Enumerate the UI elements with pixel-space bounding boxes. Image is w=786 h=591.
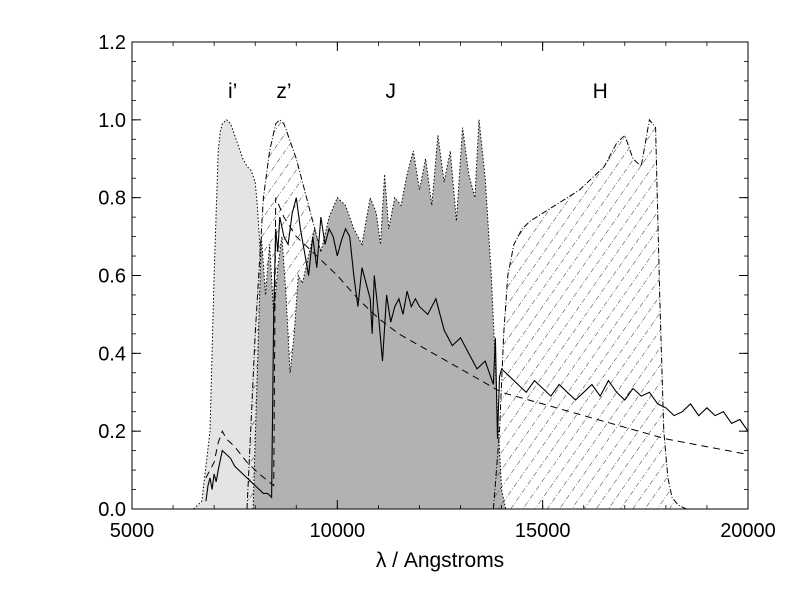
filter-j-outline	[252, 119, 507, 509]
band-label-h: H	[593, 80, 608, 103]
x-tick-label: 15000	[515, 520, 571, 542]
band-labels: i’ z’ J H	[228, 80, 608, 103]
y-tick-label: 0.6	[98, 266, 126, 288]
y-tick-label: 0.8	[98, 188, 126, 210]
y-tick-label: 0.4	[98, 343, 126, 365]
y-tick-label: 1.0	[98, 110, 126, 132]
axis-ticks: 0.0 0.2 0.4 0.6 0.8 1.0 1.2 5000 10000 15000 20000	[98, 32, 776, 542]
filter-h-area	[493, 119, 687, 509]
x-tick-label: 10000	[310, 520, 366, 542]
band-label-z: z’	[276, 80, 291, 103]
spectrum-series	[205, 197, 748, 502]
series-spectrum	[205, 197, 748, 502]
filter-j-area	[253, 119, 506, 509]
filter-h-outline	[492, 118, 687, 509]
x-axis-title: λ / Angstroms	[376, 549, 504, 572]
y-tick-label: 0.0	[98, 499, 126, 521]
y-tick-label: 0.2	[98, 421, 126, 443]
band-label-i: i’	[228, 80, 237, 103]
x-tick-label: 5000	[110, 520, 155, 542]
x-tick-label: 20000	[720, 520, 776, 542]
series-model	[205, 197, 748, 487]
y-tick-label: 1.2	[98, 32, 126, 54]
band-label-j: J	[385, 80, 396, 103]
